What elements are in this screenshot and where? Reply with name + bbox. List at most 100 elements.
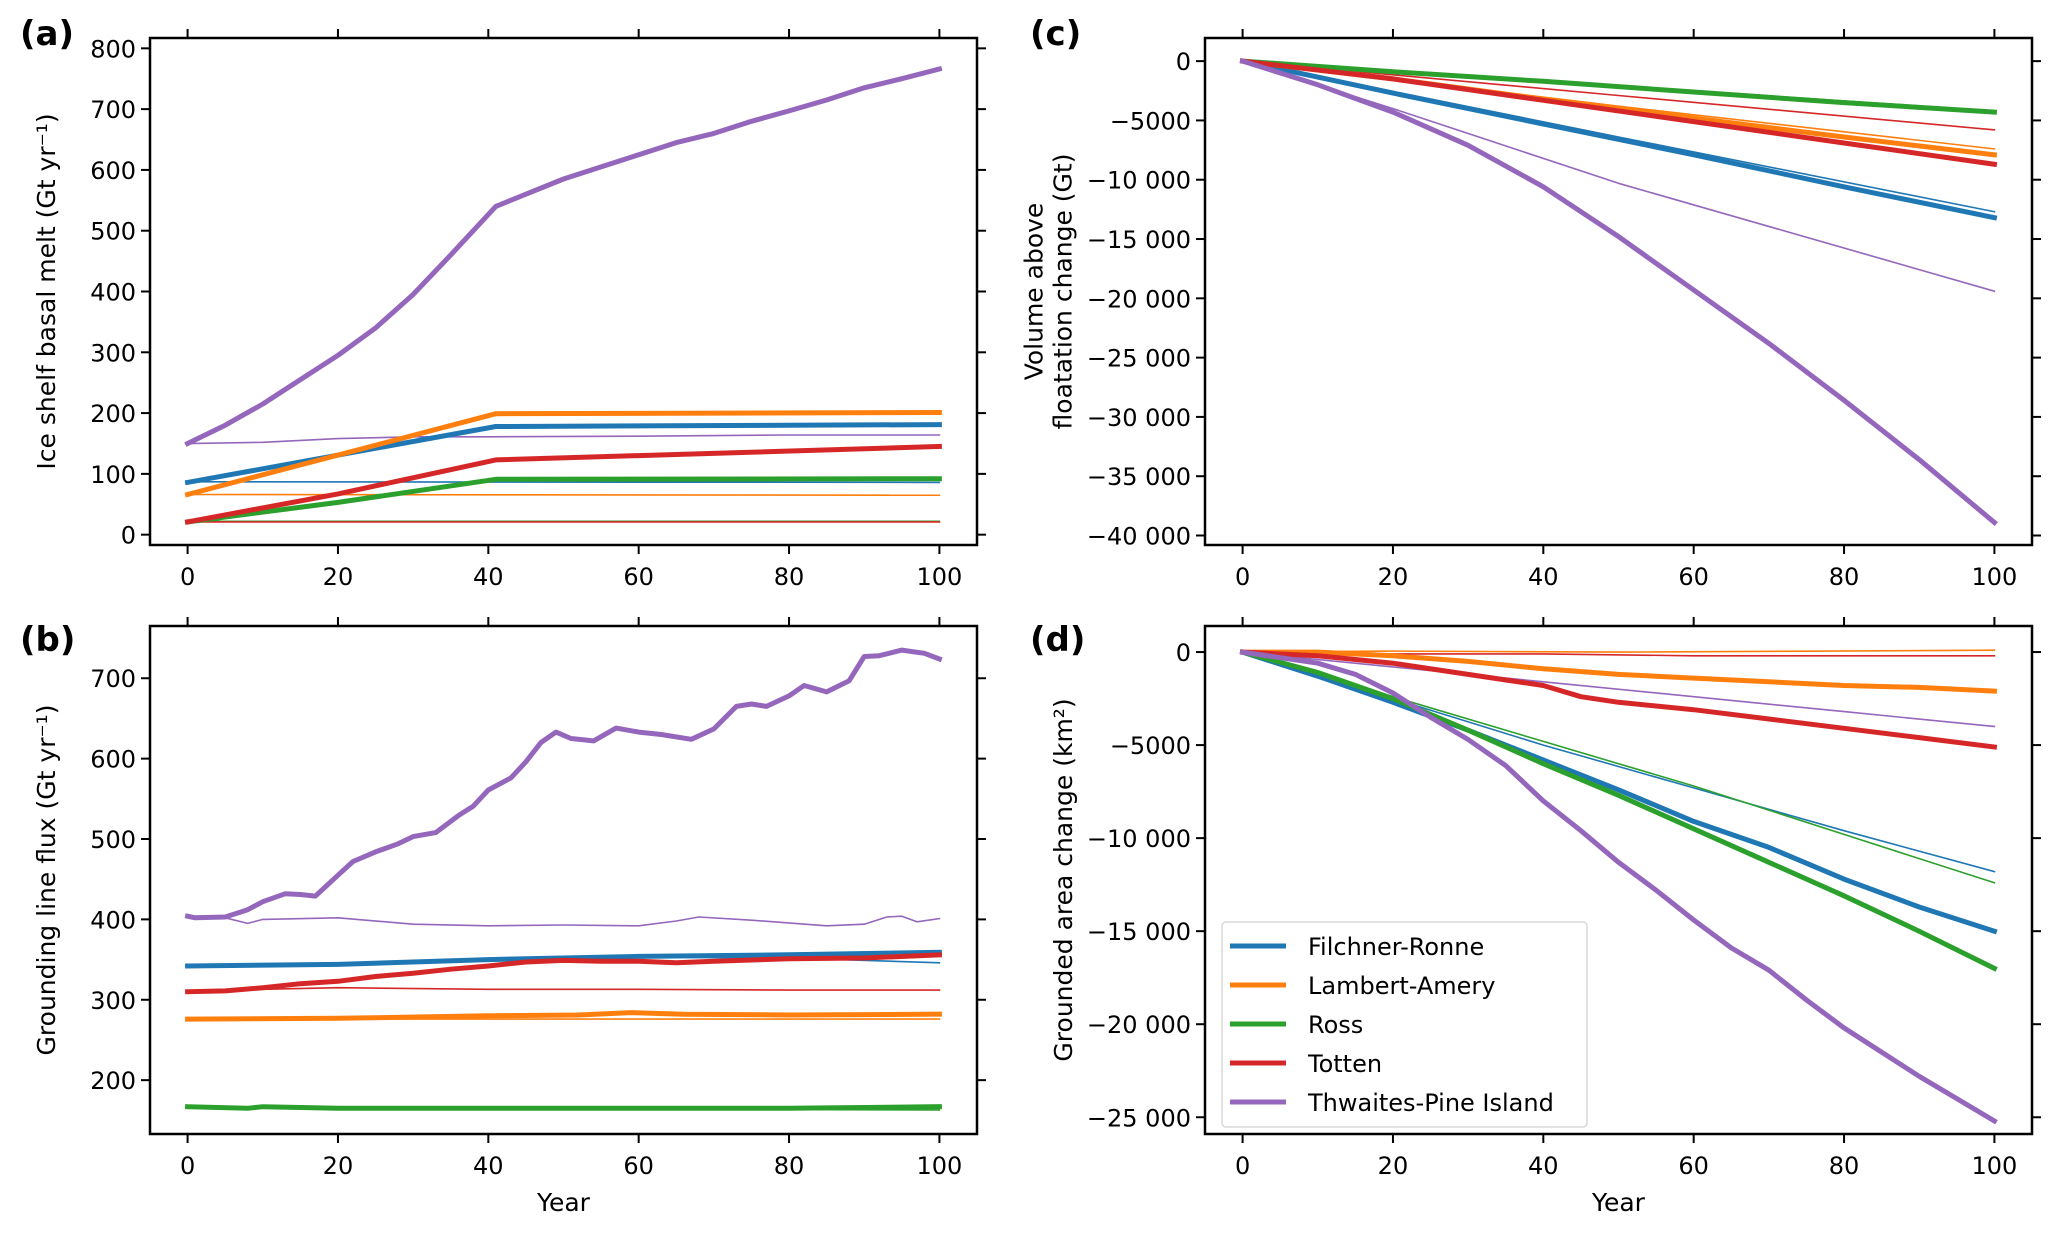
x-tick-label: 60: [1678, 563, 1709, 591]
x-tick-label: 100: [1972, 563, 2018, 591]
x-tick-label: 80: [774, 563, 805, 591]
y-tick-label: −5000: [1110, 732, 1191, 760]
series-line-filchner-ronne-thick: [1239, 648, 1998, 935]
y-tick-label: 800: [90, 35, 136, 63]
x-tick-label: 20: [323, 563, 354, 591]
series-line-filchner-ronne-thick: [184, 422, 942, 486]
series-group: [1239, 648, 1998, 1125]
axes-frame: [1203, 624, 2034, 1136]
legend: Filchner-Ronne Lambert-Amery Ross Totten Thw…: [1221, 921, 1588, 1128]
x-tick-label: 80: [1829, 563, 1860, 591]
x-tick-label: 20: [1378, 563, 1409, 591]
axes-frame: [1203, 36, 2034, 547]
x-tick-label: 60: [623, 1152, 654, 1180]
y-tick-label: −25 000: [1087, 345, 1191, 373]
axes-frame: [148, 624, 979, 1136]
x-tick-label: 0: [1235, 563, 1250, 591]
legend-label: Thwaites-Pine Island: [1307, 1089, 1554, 1117]
y-tick-label: −10 000: [1087, 167, 1191, 195]
y-tick-label: 100: [90, 461, 136, 489]
y-tick-label: 600: [90, 157, 136, 185]
x-tick-label: 0: [1235, 1152, 1250, 1180]
series-line-totten-thick: [1239, 649, 1998, 750]
y-tick-label: 500: [90, 218, 136, 246]
panel-d: 0 20 40 60 80 100 0 −5000 −10 000 −15 000 −20 000 −…: [1030, 617, 2041, 1217]
y-tick-label: −15 000: [1087, 226, 1191, 254]
x-tick-label: 0: [180, 1152, 195, 1180]
y-axis-label: Ice shelf basal melt (Gt yr⁻¹): [32, 113, 61, 469]
y-tick-label: 400: [90, 279, 136, 307]
y-tick-label: 500: [90, 826, 136, 854]
x-tick-label: 80: [774, 1152, 805, 1180]
y-tick-label: −30 000: [1087, 404, 1191, 432]
series-group: [1239, 57, 1998, 527]
x-tick-label: 100: [1972, 1152, 2018, 1180]
x-axis-label: Year: [1591, 1188, 1646, 1217]
series-group: [184, 647, 943, 1111]
legend-label: Lambert-Amery: [1308, 972, 1496, 1000]
y-tick-label: 0: [121, 522, 136, 550]
series-line-thwaites-pine-island-thin: [1241, 651, 1996, 728]
x-tick-label: 100: [917, 1152, 963, 1180]
y-axis-label: Grounding line flux (Gt yr⁻¹): [32, 705, 61, 1056]
series-line-thwaites-pine-island-thick: [184, 65, 943, 447]
series-line-totten-thin: [186, 986, 941, 993]
y-tick-label: 700: [90, 665, 136, 693]
y-tick-label: 300: [90, 987, 136, 1015]
x-tick-label: 80: [1829, 1152, 1860, 1180]
series-line-thwaites-pine-island-thick: [184, 647, 943, 921]
x-tick-label: 40: [473, 1152, 504, 1180]
y-tick-label: 200: [90, 1067, 136, 1095]
y-tick-label: −15 000: [1087, 918, 1191, 946]
x-tick-label: 60: [623, 563, 654, 591]
series-line-lambert-amery-thick: [184, 409, 942, 498]
panel-c: 0 20 40 60 80 100 0 −5000 −10 000 −15 000 −20 000 −…: [1020, 14, 2041, 591]
y-tick-label: 700: [90, 96, 136, 124]
y-tick-label: 400: [90, 906, 136, 934]
panel-a: 0 20 40 60 80 100 0 100 200 300 400 500 600 700 800 (a)…: [20, 14, 986, 591]
series-line-ross-thick: [185, 1104, 942, 1111]
series-line-thwaites-pine-island-thin: [186, 434, 941, 445]
y-axis-label-line: Volume above: [1020, 203, 1049, 381]
series-line-lambert-amery-thick: [185, 1010, 942, 1022]
x-tick-label: 100: [917, 563, 963, 591]
x-axis-label: Year: [536, 1188, 591, 1217]
x-tick-label: 20: [323, 1152, 354, 1180]
x-tick-label: 0: [180, 563, 195, 591]
y-tick-label: −20 000: [1087, 285, 1191, 313]
panel-b: 0 20 40 60 80 100 200 300 400 500 600 700 (b) Groundi…: [20, 617, 986, 1217]
series-line-totten-thick: [1239, 58, 1998, 168]
y-tick-label: 0: [1176, 48, 1191, 76]
series-line-totten-thin: [1241, 60, 1996, 131]
x-tick-label: 40: [1528, 563, 1559, 591]
legend-label: Totten: [1307, 1050, 1382, 1078]
series-line-filchner-ronne-thick: [1239, 58, 1998, 221]
y-tick-label: −5000: [1110, 107, 1191, 135]
y-axis-label: Volume abovefloatation change (Gt): [1020, 154, 1078, 430]
series-line-lambert-amery-thick: [1240, 649, 1998, 694]
series-line-ross-thick: [184, 476, 942, 525]
x-tick-label: 40: [473, 563, 504, 591]
panel-label: (d): [1030, 620, 1085, 660]
series-group: [184, 65, 943, 525]
y-axis-label-line: floatation change (Gt): [1048, 154, 1077, 430]
panel-label: (c): [1030, 14, 1081, 54]
y-axis-label: Grounded area change (km²): [1049, 698, 1078, 1061]
series-line-thwaites-pine-island-thin: [186, 915, 941, 927]
y-tick-label: −25 000: [1087, 1104, 1191, 1132]
series-line-thwaites-pine-island-thick: [1239, 649, 1998, 1125]
y-tick-label: −20 000: [1087, 1011, 1191, 1039]
series-line-thwaites-pine-island-thick: [1239, 57, 1998, 527]
y-tick-label: −10 000: [1087, 825, 1191, 853]
panel-label: (b): [20, 620, 75, 660]
series-line-lambert-amery-thin: [186, 493, 941, 497]
legend-label: Ross: [1308, 1011, 1363, 1039]
y-tick-label: 300: [90, 339, 136, 367]
x-tick-label: 40: [1528, 1152, 1559, 1180]
y-tick-label: 200: [90, 400, 136, 428]
legend-frame: [1221, 921, 1588, 1128]
legend-label: Filchner-Ronne: [1308, 933, 1484, 961]
panel-label: (a): [20, 14, 74, 54]
series-line-ross-thick: [1239, 649, 1998, 972]
